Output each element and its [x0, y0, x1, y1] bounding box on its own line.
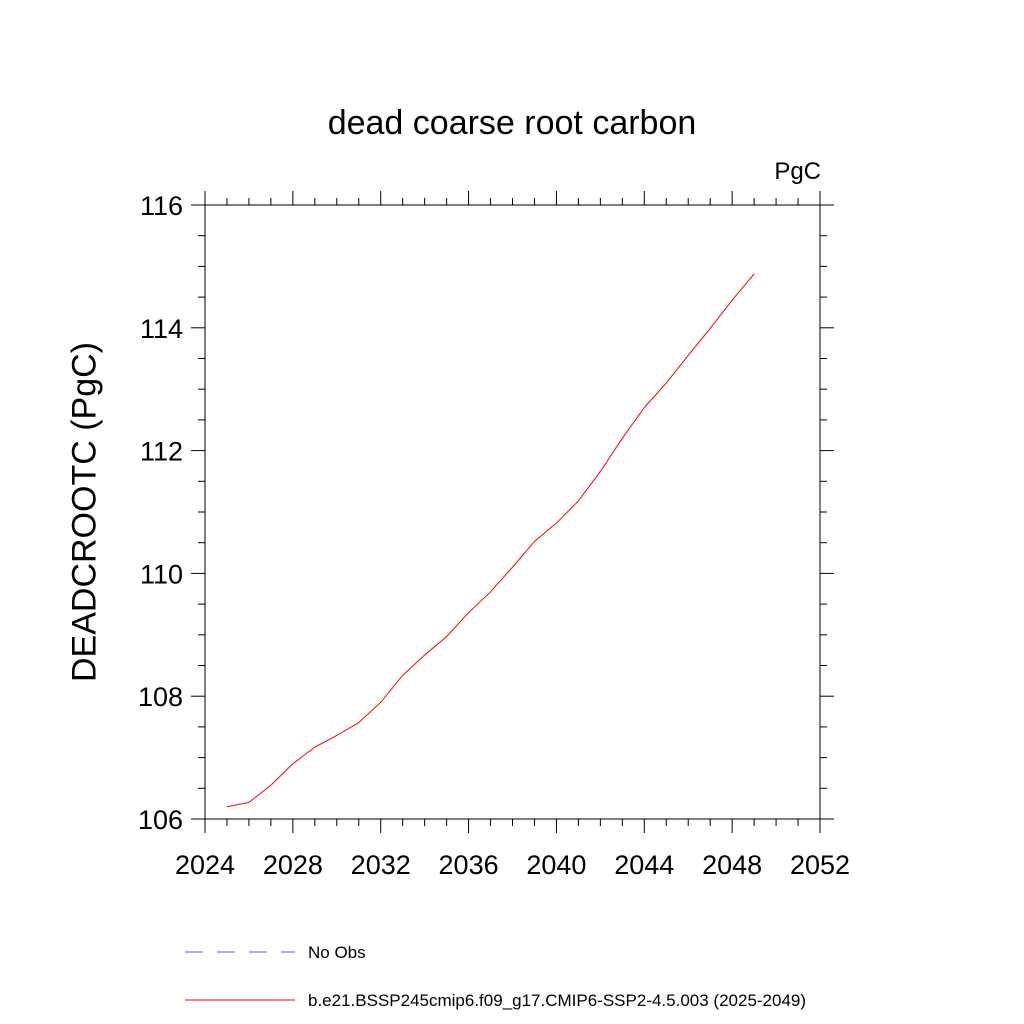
- series-line: [226, 273, 755, 808]
- y-tick-label: 108: [138, 682, 183, 712]
- x-tick-label: 2040: [526, 850, 586, 880]
- legend-label: b.e21.BSSP245cmip6.f09_g17.CMIP6-SSP2-4.…: [308, 991, 806, 1010]
- legend-label: No Obs: [308, 943, 366, 962]
- x-tick-label: 2024: [175, 850, 235, 880]
- x-tick-label: 2032: [351, 850, 411, 880]
- units-label: PgC: [774, 158, 821, 185]
- x-tick-label: 2048: [702, 850, 762, 880]
- y-tick-label: 116: [140, 191, 183, 221]
- y-tick-label: 110: [140, 559, 183, 589]
- y-tick-label: 114: [140, 314, 183, 344]
- y-tick-label: 112: [140, 437, 183, 467]
- y-tick-label: 106: [138, 805, 183, 835]
- x-tick-label: 2028: [263, 850, 323, 880]
- plot-frame: [204, 204, 821, 820]
- x-tick-label: 2044: [614, 850, 674, 880]
- x-tick-label: 2052: [790, 850, 850, 880]
- chart-title: dead coarse root carbon: [327, 104, 697, 142]
- x-tick-label: 2036: [439, 850, 499, 880]
